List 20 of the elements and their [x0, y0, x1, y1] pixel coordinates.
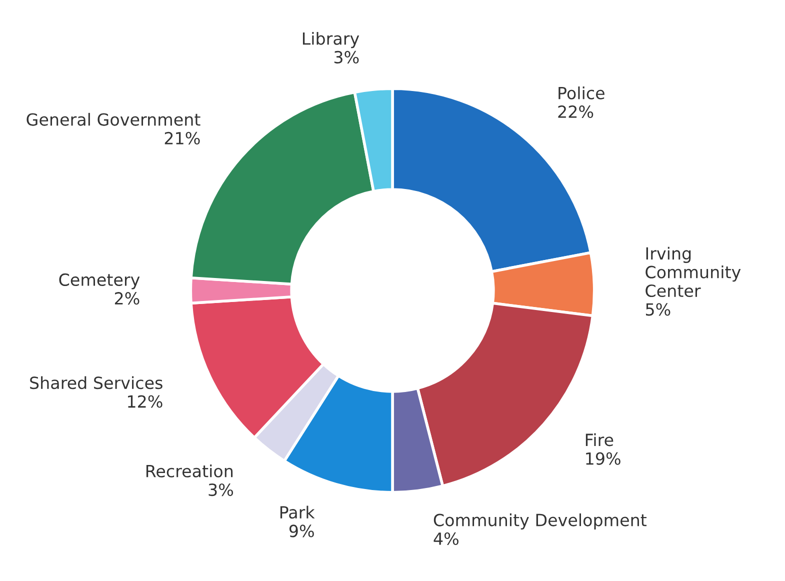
data-label: 12% — [128, 395, 162, 408]
slice-label: Park — [280, 506, 315, 519]
data-label: 4% — [434, 532, 458, 545]
data-label: 21% — [164, 132, 200, 144]
data-label: 19% — [586, 452, 620, 465]
slice-label: Library — [302, 32, 360, 48]
slice-label: Recreation — [146, 464, 233, 478]
data-label: 22% — [558, 105, 594, 118]
slice-label: Cemetery — [59, 273, 140, 290]
data-label: 9% — [289, 524, 314, 538]
data-label: 5% — [646, 303, 670, 316]
slice-label: Community Development — [434, 513, 647, 530]
slice-label: General Government — [26, 112, 200, 126]
slice-label: Fire — [586, 433, 614, 446]
data-label: 2% — [114, 292, 140, 305]
slice-label: Police — [558, 86, 604, 100]
data-label: 3% — [208, 483, 234, 496]
slice-label: Shared Services — [30, 376, 162, 390]
slice-label: Irving Community Center — [646, 246, 741, 298]
data-label: 3% — [334, 50, 359, 64]
